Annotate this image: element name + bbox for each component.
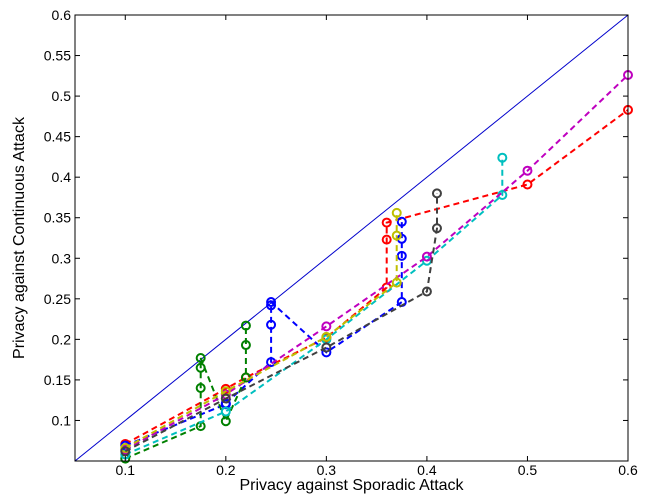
- y-tick-label: 0.5: [52, 88, 72, 104]
- data-point: [195, 353, 206, 364]
- series-line: [124, 157, 504, 456]
- data-point: [240, 320, 251, 331]
- x-tick-label: 0.5: [518, 462, 538, 478]
- series-line: [124, 193, 438, 453]
- data-point: [195, 383, 206, 394]
- data-point: [266, 300, 277, 311]
- data-point: [421, 286, 432, 297]
- reference-line-group: [74, 14, 629, 462]
- data-point: [195, 362, 206, 373]
- data-point: [120, 446, 131, 457]
- data-point: [321, 331, 332, 342]
- data-point: [396, 250, 407, 261]
- data-point: [220, 393, 231, 404]
- series-3: [120, 320, 251, 464]
- data-point: [497, 152, 508, 163]
- data-point: [120, 443, 131, 454]
- data-point: [220, 416, 231, 427]
- reference-diagonal-line: [74, 14, 629, 462]
- y-tick-label: 0.15: [44, 372, 71, 388]
- series-7: [120, 188, 442, 457]
- data-point: [431, 188, 442, 199]
- y-tick-label: 0.1: [52, 412, 72, 428]
- series-line: [124, 74, 629, 451]
- x-tick-label: 0.6: [618, 462, 638, 478]
- data-point: [391, 277, 402, 288]
- y-axis-label: Privacy against Continuous Attack: [11, 116, 28, 359]
- x-tick-label: 0.4: [417, 462, 437, 478]
- data-point: [522, 179, 533, 190]
- data-point: [421, 251, 432, 262]
- data-point: [381, 217, 392, 228]
- data-point: [321, 342, 332, 353]
- data-point: [381, 234, 392, 245]
- y-tick-label: 0.2: [52, 331, 72, 347]
- data-point: [391, 230, 402, 241]
- x-tick-label: 0.1: [116, 462, 136, 478]
- y-tick-label: 0.3: [52, 250, 72, 266]
- x-tick-label: 0.3: [317, 462, 337, 478]
- data-point: [396, 216, 407, 227]
- series-line: [124, 109, 629, 445]
- y-tick-label: 0.6: [52, 7, 72, 23]
- y-tick-label: 0.45: [44, 129, 71, 145]
- data-point: [240, 340, 251, 351]
- data-point: [391, 207, 402, 218]
- data-point: [220, 406, 231, 417]
- series-line: [124, 221, 403, 447]
- y-tick-label: 0.35: [44, 210, 71, 226]
- y-tick-label: 0.25: [44, 291, 71, 307]
- x-axis-label: Privacy against Sporadic Attack: [239, 477, 464, 494]
- data-point: [321, 321, 332, 332]
- series-group: [120, 70, 633, 464]
- x-tick-label: 0.2: [216, 462, 236, 478]
- y-tick-label: 0.4: [52, 169, 72, 185]
- data-point: [431, 223, 442, 234]
- series-line: [124, 212, 398, 449]
- plot-frame: [74, 14, 629, 462]
- data-point: [522, 165, 533, 176]
- ticks-group: 0.1 0.2 0.3 0.4 0.5 0.6 0.1 0.15 0.2 0.25 0.3 0.35 0…: [44, 7, 638, 478]
- series-6: [120, 207, 402, 454]
- data-point: [266, 297, 277, 308]
- y-tick-label: 0.55: [44, 48, 71, 64]
- data-point: [266, 319, 277, 330]
- series-line: [124, 325, 247, 460]
